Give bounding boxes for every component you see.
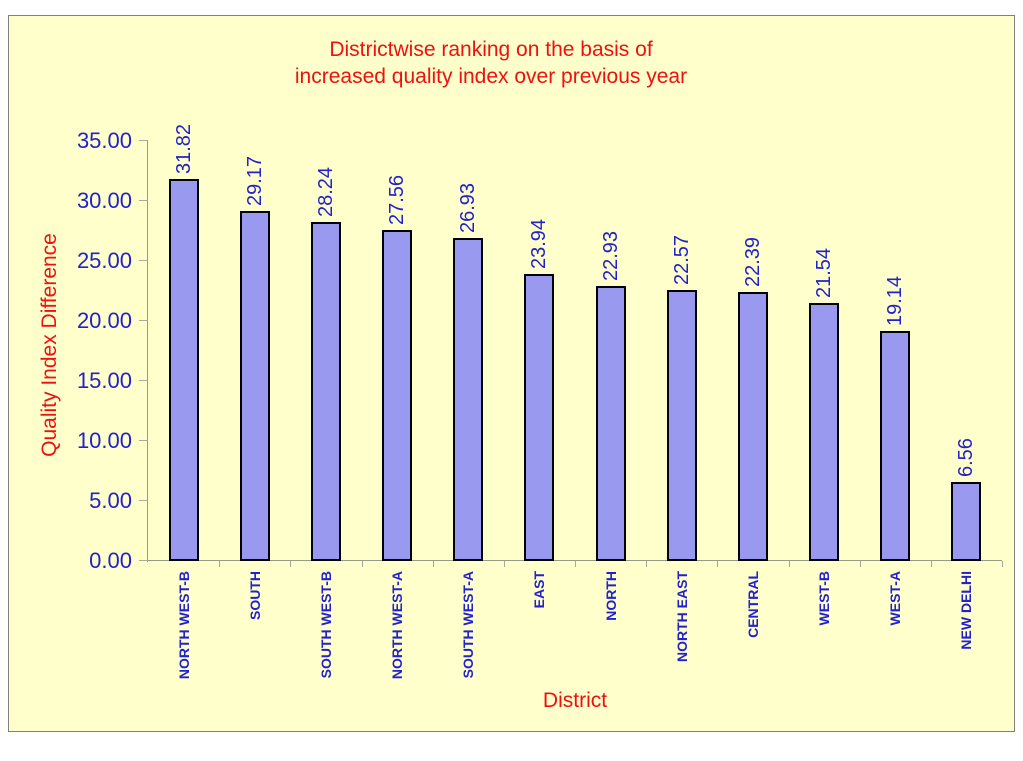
x-category-label-new-delhi: NEW DELHI [958,571,974,650]
bar-north-east [667,290,697,561]
y-tick-label-0.00: 0.00 [89,548,132,573]
slide-panel [8,15,1015,732]
bar-south-west-b [311,222,341,561]
x-category-label-north: NORTH [603,571,619,621]
bar-value-label-south-west-b: 28.24 [315,166,337,217]
y-tick-label-5.00: 5.00 [89,488,132,513]
bar-value-label-central: 22.39 [742,236,764,287]
y-tick-label-30.00: 30.00 [76,188,132,213]
y-tick-mark [139,500,148,501]
x-axis-title: District [542,689,608,712]
x-category-label-north-east: NORTH EAST [674,571,690,662]
y-tick-mark [139,140,148,141]
y-tick-mark [139,440,148,441]
y-tick-label-10.00: 10.00 [76,428,132,453]
x-tick-mark [290,561,291,567]
x-axis-line [147,560,1002,561]
x-tick-mark [789,561,790,567]
bar-north [596,286,626,561]
y-tick-mark [139,320,148,321]
x-tick-mark [575,561,576,567]
x-category-label-central: CENTRAL [745,571,761,638]
y-tick-mark [139,380,148,381]
y-axis-line [147,141,148,562]
bar-south [240,211,270,561]
bar-value-label-north-west-b: 31.82 [173,123,195,174]
bar-value-label-new-delhi: 6.56 [955,438,977,477]
x-tick-mark [362,561,363,567]
x-tick-mark [646,561,647,567]
bar-value-label-west-a: 19.14 [884,275,906,326]
bar-north-west-a [382,230,412,561]
y-tick-mark [139,200,148,201]
x-tick-mark [931,561,932,567]
x-category-label-west-b: WEST-B [816,571,832,626]
y-tick-mark [139,560,148,561]
x-tick-mark [1002,561,1003,567]
y-tick-label-35.00: 35.00 [76,128,132,153]
x-category-label-north-west-b: NORTH WEST-B [176,571,192,680]
bar-value-label-west-b: 21.54 [813,247,835,298]
x-category-label-east: EAST [531,571,547,609]
x-tick-mark [433,561,434,567]
chart-title: Districtwise ranking on the basis of inc… [0,36,982,90]
x-category-label-south-west-b: SOUTH WEST-B [318,571,334,679]
x-tick-mark [860,561,861,567]
bar-central [738,292,768,561]
bar-value-label-south: 29.17 [244,155,266,206]
y-tick-label-20.00: 20.00 [76,308,132,333]
bar-value-label-north-east: 22.57 [671,234,693,285]
x-tick-mark [504,561,505,567]
bar-west-a [880,331,910,561]
x-tick-mark [717,561,718,567]
bar-east [524,274,554,561]
y-tick-label-15.00: 15.00 [76,368,132,393]
x-tick-mark [219,561,220,567]
x-category-label-north-west-a: NORTH WEST-A [389,571,405,680]
y-tick-label-25.00: 25.00 [76,248,132,273]
chart-title-line2: increased quality index over previous ye… [294,65,688,88]
chart-title-line1: Districtwise ranking on the basis of [329,38,653,61]
y-tick-mark [139,260,148,261]
bar-new-delhi [951,482,981,561]
x-category-label-south-west-a: SOUTH WEST-A [460,571,476,679]
bar-west-b [809,303,839,561]
bar-value-label-north: 22.93 [600,230,622,281]
bar-north-west-b [169,179,199,561]
bar-value-label-east: 23.94 [528,218,550,269]
bar-value-label-south-west-a: 26.93 [457,182,479,233]
x-category-label-west-a: WEST-A [887,571,903,626]
bar-south-west-a [453,238,483,561]
x-category-label-south: SOUTH [247,571,263,620]
bar-value-label-north-west-a: 27.56 [386,174,408,225]
